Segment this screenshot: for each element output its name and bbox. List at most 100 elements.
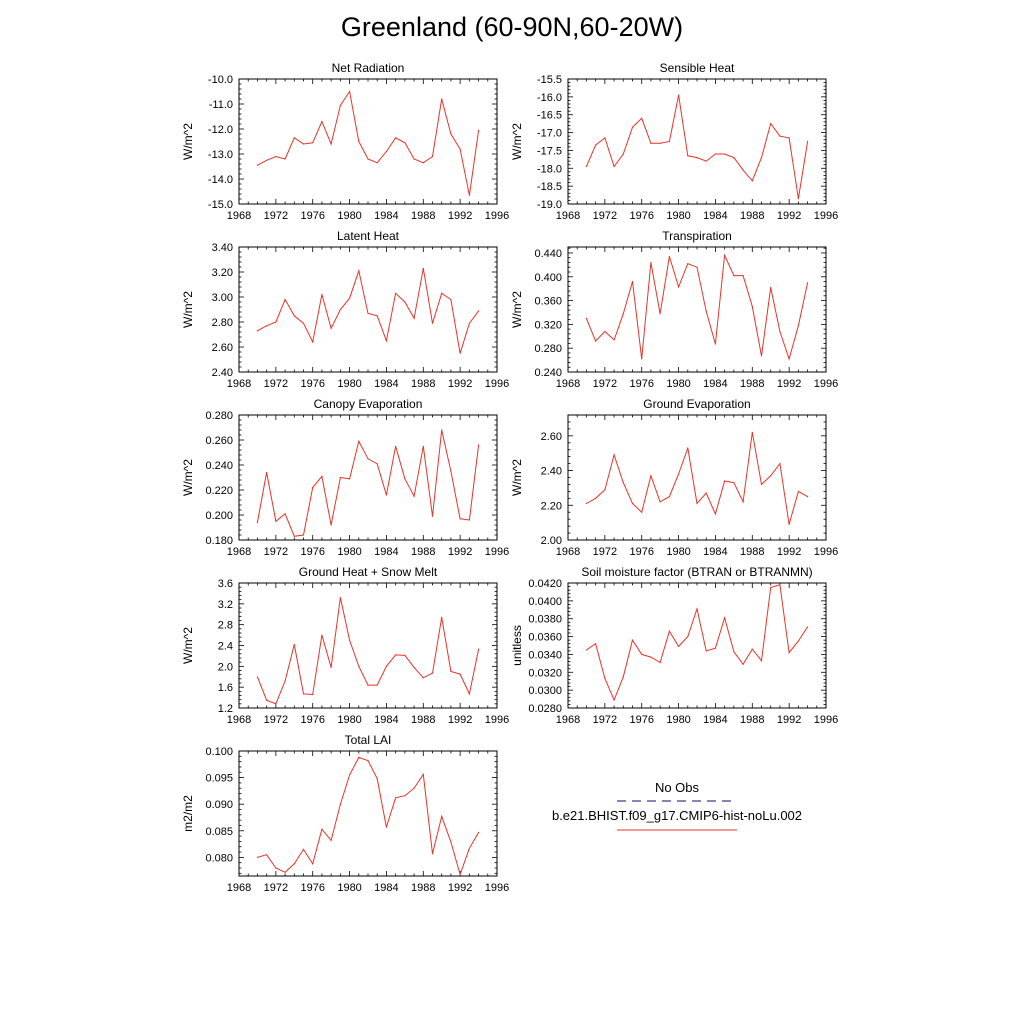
y-tick-label: 0.080 bbox=[205, 852, 233, 864]
x-tick-label: 1980 bbox=[337, 210, 361, 222]
data-point bbox=[742, 663, 744, 665]
data-point bbox=[321, 293, 323, 296]
data-point bbox=[770, 586, 772, 589]
x-tick-label: 1984 bbox=[703, 378, 727, 390]
data-point bbox=[395, 137, 397, 139]
data-point bbox=[659, 313, 661, 315]
y-tick-label: 2.40 bbox=[541, 466, 562, 478]
data-point bbox=[450, 133, 452, 135]
data-point bbox=[404, 301, 406, 303]
x-tick-label: 1968 bbox=[556, 210, 580, 222]
x-tick-label: 1972 bbox=[593, 714, 617, 726]
data-point bbox=[266, 325, 268, 327]
data-point bbox=[266, 159, 268, 161]
x-tick-label: 1980 bbox=[666, 210, 690, 222]
x-tick-label: 1992 bbox=[448, 882, 472, 894]
data-point bbox=[678, 645, 680, 648]
data-point bbox=[478, 648, 480, 650]
series-line bbox=[586, 584, 809, 702]
data-point bbox=[385, 340, 387, 342]
data-point bbox=[339, 104, 341, 106]
y-tick-label: 0.100 bbox=[205, 746, 233, 758]
panel-title: Sensible Heat bbox=[660, 61, 735, 75]
y-axis-label: m2/m2 bbox=[181, 795, 195, 832]
y-axis-label: W/m^2 bbox=[510, 123, 524, 160]
x-tick-label: 1992 bbox=[448, 714, 472, 726]
plot-frame bbox=[238, 78, 498, 205]
y-tick-label: -17.0 bbox=[537, 128, 562, 140]
x-tick-label: 1984 bbox=[703, 546, 727, 558]
data-point bbox=[358, 140, 360, 143]
data-point bbox=[422, 267, 424, 269]
data-point bbox=[687, 636, 689, 638]
data-point bbox=[321, 475, 323, 477]
data-point bbox=[302, 143, 305, 145]
panel-title: Latent Heat bbox=[337, 229, 400, 243]
data-point bbox=[284, 680, 286, 682]
data-point bbox=[422, 773, 424, 776]
data-point bbox=[431, 515, 434, 517]
data-point bbox=[788, 137, 790, 139]
panel-total-lai: Total LAI m2/m2 1968 1972 1976 1980 1984 1988 19… bbox=[181, 733, 509, 894]
x-tick-label: 1976 bbox=[300, 882, 324, 894]
data-point bbox=[696, 157, 698, 159]
y-tick-label: 0.0400 bbox=[528, 596, 562, 608]
x-tick-label: 1988 bbox=[411, 210, 435, 222]
data-point bbox=[595, 497, 597, 499]
data-point bbox=[751, 431, 753, 433]
data-point bbox=[302, 534, 305, 536]
data-point bbox=[770, 475, 772, 477]
x-tick-label: 1996 bbox=[485, 378, 509, 390]
data-point bbox=[349, 297, 351, 299]
data-point bbox=[266, 471, 268, 474]
x-tick-label: 1968 bbox=[556, 378, 580, 390]
data-point bbox=[622, 153, 624, 155]
x-tick-label: 1992 bbox=[777, 378, 801, 390]
series-line bbox=[257, 756, 480, 877]
x-tick-label: 1988 bbox=[411, 546, 435, 558]
x-tick-label: 1968 bbox=[227, 378, 251, 390]
y-tick-label: 1.2 bbox=[218, 703, 233, 715]
y-tick-label: 3.2 bbox=[218, 599, 233, 611]
data-point bbox=[714, 343, 717, 345]
data-point bbox=[450, 298, 452, 301]
data-point bbox=[302, 322, 305, 324]
data-point bbox=[733, 275, 735, 277]
data-point bbox=[349, 639, 351, 641]
y-axis-label: unitless bbox=[510, 625, 524, 666]
data-point bbox=[714, 647, 717, 649]
data-point bbox=[413, 666, 415, 669]
data-point bbox=[468, 847, 470, 849]
data-point bbox=[478, 831, 480, 834]
data-point bbox=[595, 340, 597, 342]
data-point bbox=[275, 321, 277, 323]
data-point bbox=[779, 330, 781, 333]
data-point bbox=[604, 330, 606, 333]
y-axis-label: W/m^2 bbox=[181, 627, 195, 664]
data-point bbox=[478, 444, 480, 446]
panel-soil-moisture-factor-btran-or-btranmn: Soil moisture factor (BTRAN or BTRANMN) u… bbox=[510, 565, 838, 726]
x-tick-label: 1968 bbox=[556, 714, 580, 726]
data-point bbox=[622, 313, 624, 315]
chart-panels: Net Radiation W/m^2 1968 1972 1976 1980 1984 19… bbox=[181, 61, 838, 894]
data-point bbox=[321, 634, 323, 636]
data-point bbox=[312, 693, 314, 696]
data-point bbox=[395, 292, 397, 294]
x-tick-label: 1996 bbox=[814, 210, 838, 222]
data-point bbox=[797, 198, 800, 200]
data-point bbox=[724, 480, 726, 482]
data-point bbox=[478, 129, 480, 131]
x-tick-label: 1976 bbox=[629, 546, 653, 558]
data-point bbox=[733, 482, 735, 484]
data-point bbox=[779, 463, 781, 465]
x-tick-label: 1992 bbox=[448, 546, 472, 558]
data-point bbox=[678, 286, 680, 288]
x-tick-label: 1980 bbox=[337, 546, 361, 558]
data-point bbox=[422, 677, 424, 679]
y-tick-label: -10.0 bbox=[208, 74, 233, 86]
y-tick-label: -17.5 bbox=[537, 145, 562, 157]
x-tick-label: 1984 bbox=[374, 378, 398, 390]
y-tick-label: 0.260 bbox=[205, 435, 233, 447]
series-line bbox=[257, 90, 480, 196]
y-tick-label: 0.240 bbox=[534, 367, 562, 379]
